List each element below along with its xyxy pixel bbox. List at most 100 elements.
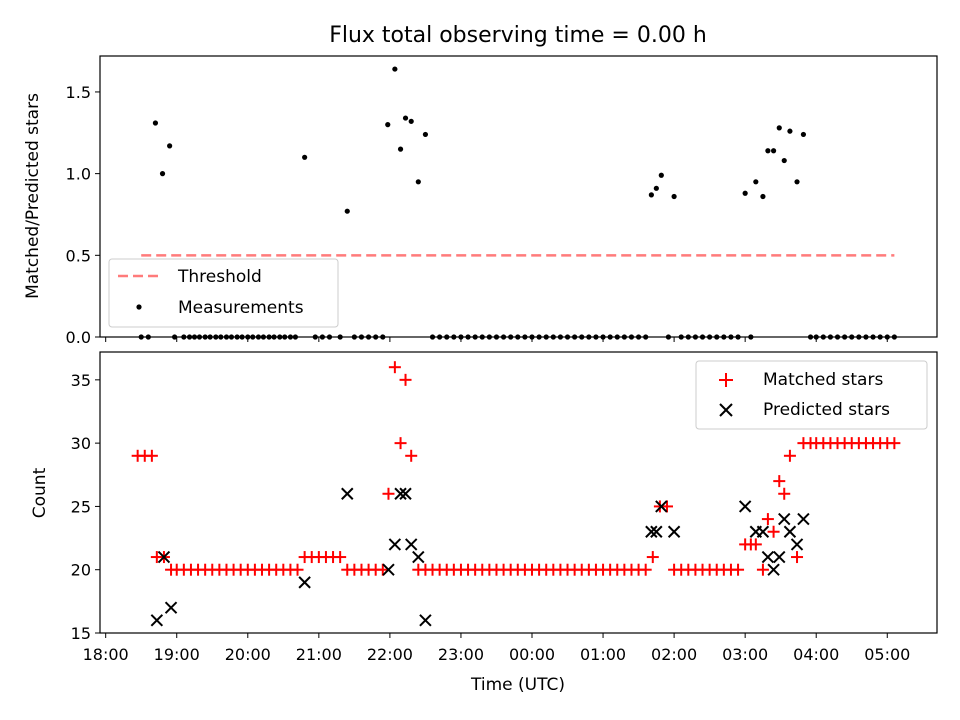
matched-star-point xyxy=(778,487,791,500)
measurement-point xyxy=(486,334,492,340)
measurement-point xyxy=(794,179,800,185)
y-tick-label: 0.5 xyxy=(66,246,91,265)
flux-legend-box xyxy=(108,258,339,328)
measurement-point xyxy=(721,334,727,340)
count-y-axis-label: Count xyxy=(30,467,50,518)
x-tick-label: 21:00 xyxy=(296,645,342,664)
measurement-point xyxy=(500,334,507,340)
measurement-point xyxy=(218,334,224,340)
y-tick-label: 20 xyxy=(71,561,91,580)
predicted-star-point xyxy=(382,563,395,576)
y-tick-label: 25 xyxy=(71,497,91,516)
flux-y-axis-label: Matched/Predicted stars xyxy=(23,93,43,299)
legend-measurements-label: Measurements xyxy=(178,298,304,318)
measurement-point xyxy=(621,334,627,340)
measurement-point xyxy=(671,193,677,200)
measurement-point xyxy=(358,334,365,340)
measurement-point xyxy=(145,334,151,340)
measurement-point xyxy=(891,334,897,340)
measurement-point xyxy=(884,334,890,340)
x-tick-label: 01:00 xyxy=(580,645,626,664)
measurement-point xyxy=(186,334,193,340)
measurement-point xyxy=(493,334,500,340)
matched-star-point xyxy=(376,563,389,576)
y-tick-label: 35 xyxy=(71,371,91,390)
measurement-point xyxy=(643,334,649,340)
measurement-point xyxy=(863,334,869,340)
x-tick-label: 02:00 xyxy=(651,645,697,664)
measurement-point xyxy=(287,334,294,340)
count-x-ticks: 18:00 19:00 20:00 21:00 22:00 23:00 00:00 01:00… xyxy=(83,633,910,664)
measurement-point xyxy=(614,334,620,340)
legend-matched-swatch xyxy=(719,373,733,387)
measurement-point xyxy=(849,334,855,340)
measurement-point xyxy=(800,131,807,138)
x-tick-label: 19:00 xyxy=(154,645,200,664)
measurement-point xyxy=(397,146,404,152)
measurement-point xyxy=(508,334,514,340)
measurement-point xyxy=(234,334,240,340)
flux-panel: Matched/Predicted stars 0.0 0.5 1.0 1.5 Thr… xyxy=(23,55,938,347)
measurement-point xyxy=(515,334,521,340)
measurement-point xyxy=(228,334,235,340)
measurement-point xyxy=(842,334,848,340)
predicted-star-point xyxy=(761,550,775,564)
x-tick-label: 18:00 xyxy=(83,645,129,664)
x-tick-label: 04:00 xyxy=(793,645,839,664)
measurement-point xyxy=(167,143,173,149)
measurement-point xyxy=(665,334,672,340)
measurement-point xyxy=(172,334,178,340)
predicted-star-point xyxy=(783,525,797,538)
measurement-point xyxy=(579,334,585,340)
measurement-points xyxy=(138,66,897,340)
measurement-point xyxy=(351,334,357,340)
predicted-star-point xyxy=(778,512,791,526)
measurement-point xyxy=(735,334,741,340)
predicted-star-point xyxy=(797,512,810,526)
measurement-point xyxy=(653,185,659,191)
measurement-point xyxy=(742,190,748,196)
measurement-point xyxy=(760,193,766,200)
measurement-point xyxy=(550,334,556,340)
measurement-point xyxy=(302,154,308,160)
predicted-star-point xyxy=(650,525,663,538)
measurement-point xyxy=(748,334,754,340)
y-tick-label: 1.5 xyxy=(66,83,91,102)
x-tick-label: 05:00 xyxy=(864,645,910,664)
measurement-point xyxy=(196,334,203,340)
measurement-point xyxy=(856,334,862,340)
measurement-point xyxy=(635,334,642,340)
predicted-star-point xyxy=(645,525,658,538)
measurement-point xyxy=(319,334,325,340)
measurement-point xyxy=(292,334,298,340)
measurement-point xyxy=(813,334,819,340)
matched-star-point xyxy=(291,563,304,576)
measurement-point xyxy=(255,334,262,340)
measurement-point xyxy=(648,192,654,198)
matched-star-point xyxy=(756,563,769,576)
measurement-point xyxy=(557,334,564,340)
matched-star-point xyxy=(639,563,652,576)
measurement-point xyxy=(827,334,834,340)
matched-star-point xyxy=(646,551,659,564)
measurement-point xyxy=(444,334,450,340)
measurement-point xyxy=(781,157,787,164)
matched-star-point xyxy=(773,475,786,488)
legend-predicted-swatch xyxy=(719,403,733,417)
count-y-ticks: 15 20 25 30 35 xyxy=(71,371,100,643)
measurement-point xyxy=(392,66,398,72)
measurement-point xyxy=(536,334,542,340)
predicted-star-point xyxy=(767,563,780,576)
x-tick-label: 03:00 xyxy=(722,645,768,664)
measurement-point xyxy=(807,334,814,340)
predicted-star-point xyxy=(341,487,354,500)
predicted-star-point xyxy=(412,550,425,564)
y-tick-label: 15 xyxy=(71,624,91,643)
matched-star-point xyxy=(405,449,418,462)
measurement-point xyxy=(239,334,245,340)
measurement-point xyxy=(877,334,883,340)
measurement-point xyxy=(753,179,759,185)
matched-star-point xyxy=(399,373,412,386)
predicted-star-point xyxy=(790,538,804,551)
predicted-star-point xyxy=(756,525,770,538)
